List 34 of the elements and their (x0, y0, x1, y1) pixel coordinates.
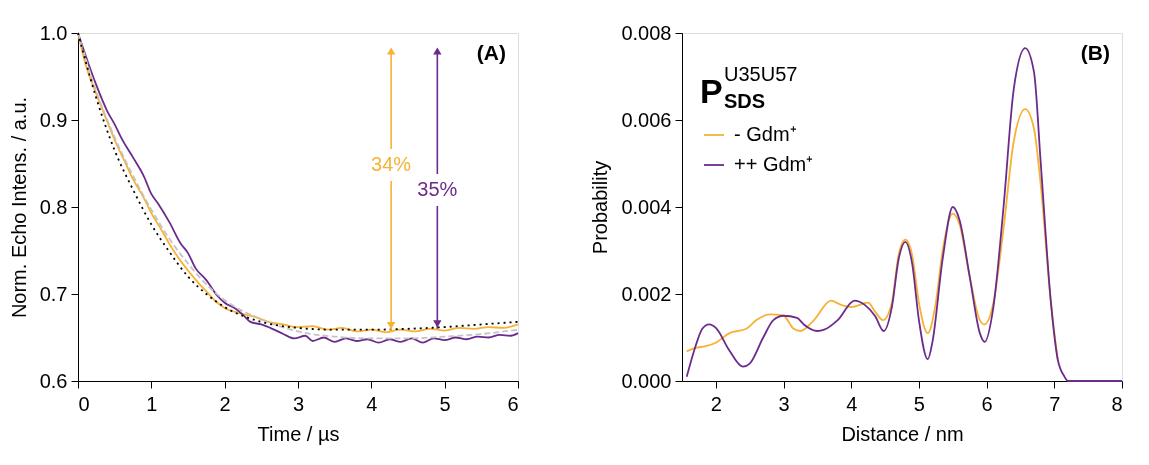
x-tick-label: 0 (78, 392, 90, 415)
y-tick-label: 0.008 (621, 21, 672, 44)
x-tick-label: 3 (778, 392, 790, 415)
annotation: 34% (371, 153, 412, 175)
x-tick-label: 6 (507, 392, 519, 415)
x-tick-label: 2 (710, 392, 722, 415)
y-tick-label: 0.8 (39, 195, 68, 218)
x-tick-label: 3 (292, 392, 305, 415)
x-tick-label: 4 (846, 392, 858, 415)
y-axis-title: Probability (589, 160, 612, 255)
x-axis-title: Time / µs (257, 422, 340, 445)
y-tick-label: 0.004 (621, 195, 672, 218)
y-tick-label: 0.006 (621, 108, 672, 131)
x-tick-label: 6 (981, 392, 993, 415)
annotation: 35% (417, 178, 458, 200)
x-axis-title: Distance / nm (841, 422, 964, 445)
legend-label: ++ Gdm⁺ (734, 153, 814, 175)
x-tick-label: 1 (146, 392, 158, 415)
annotation: (B) (1080, 41, 1110, 64)
y-tick-label: 0.6 (39, 369, 68, 392)
x-tick-label: 2 (219, 392, 231, 415)
x-tick-label: 4 (366, 392, 378, 415)
y-tick-label: 1.0 (39, 21, 68, 44)
y-tick-label: 0.000 (621, 369, 672, 392)
y-tick-label: 0.9 (39, 108, 68, 131)
x-tick-label: 5 (439, 392, 451, 415)
x-tick-label: 8 (1111, 392, 1123, 415)
x-tick-label: 5 (913, 392, 925, 415)
annotation: (A) (476, 41, 506, 64)
y-axis-title: Norm. Echo Intens. / a.u. (7, 96, 30, 319)
legend-label: - Gdm⁺ (734, 123, 797, 145)
y-tick-label: 0.002 (621, 282, 672, 305)
y-tick-label: 0.7 (39, 282, 68, 305)
x-tick-label: 7 (1049, 392, 1061, 415)
